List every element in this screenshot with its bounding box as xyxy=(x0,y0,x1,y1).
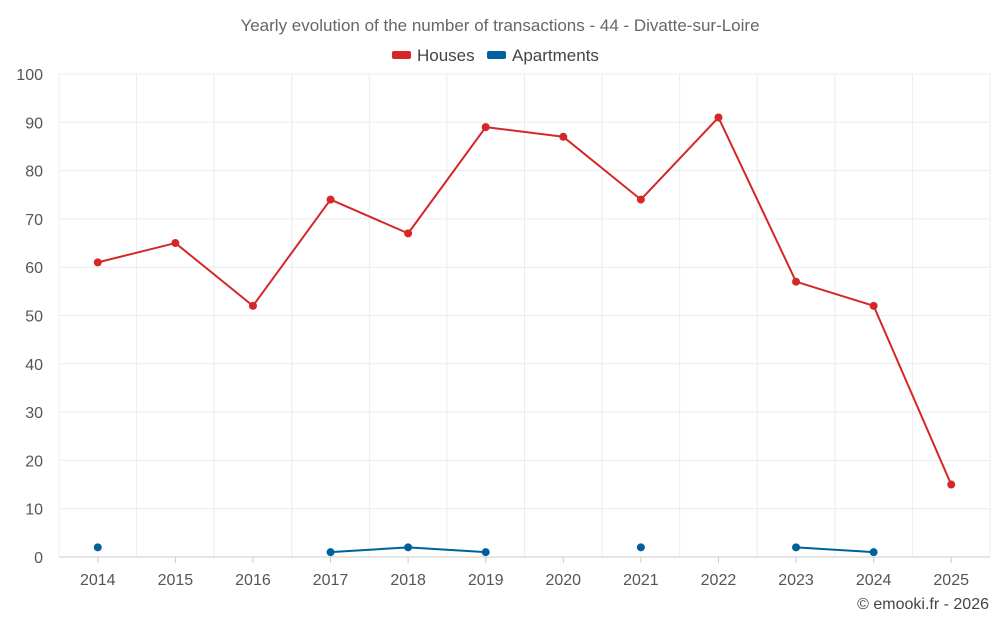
x-axis-ticks: 2014 2015 2016 2017 2018 2019 2020 2021 2022 2023… xyxy=(80,557,969,589)
series-houses xyxy=(93,113,956,489)
data-point[interactable] xyxy=(947,480,956,489)
chart-title: Yearly evolution of the number of transa… xyxy=(240,16,759,35)
data-point[interactable] xyxy=(869,301,878,310)
data-point[interactable] xyxy=(559,132,568,141)
legend-label: Apartments xyxy=(512,46,599,65)
data-point[interactable] xyxy=(714,113,723,122)
data-point[interactable] xyxy=(792,277,801,286)
x-tick-label: 2017 xyxy=(313,572,349,589)
x-tick-label: 2022 xyxy=(701,572,737,589)
y-tick-label: 60 xyxy=(25,260,43,277)
x-tick-label: 2025 xyxy=(933,572,969,589)
data-point[interactable] xyxy=(636,195,645,204)
legend-label: Houses xyxy=(417,46,475,65)
data-point[interactable] xyxy=(93,258,102,267)
data-point[interactable] xyxy=(404,229,413,238)
legend-swatch xyxy=(487,51,506,59)
y-tick-label: 80 xyxy=(25,164,43,181)
y-tick-label: 10 xyxy=(25,502,43,519)
x-tick-label: 2014 xyxy=(80,572,116,589)
series-line xyxy=(795,546,874,554)
series-group xyxy=(93,113,956,557)
data-point[interactable] xyxy=(869,548,878,557)
data-point[interactable] xyxy=(248,301,257,310)
legend-item-apartments[interactable]: Apartments xyxy=(487,46,599,65)
legend-swatch xyxy=(392,51,411,59)
x-tick-label: 2019 xyxy=(468,572,504,589)
x-tick-label: 2024 xyxy=(856,572,892,589)
y-tick-label: 70 xyxy=(25,212,43,229)
gridlines xyxy=(58,73,991,558)
legend-item-houses[interactable]: Houses xyxy=(392,46,475,65)
series-line xyxy=(97,116,953,485)
x-tick-label: 2023 xyxy=(778,572,814,589)
x-tick-label: 2020 xyxy=(545,572,581,589)
y-tick-label: 0 xyxy=(34,550,43,567)
data-point[interactable] xyxy=(326,195,335,204)
x-tick-label: 2016 xyxy=(235,572,271,589)
data-point[interactable] xyxy=(171,239,180,248)
credit-text: © emooki.fr - 2026 xyxy=(857,596,989,613)
data-point[interactable] xyxy=(792,543,801,552)
y-tick-label: 100 xyxy=(16,67,43,84)
series-apartments xyxy=(93,543,878,557)
y-tick-label: 30 xyxy=(25,405,43,422)
data-point[interactable] xyxy=(481,548,490,557)
y-tick-label: 50 xyxy=(25,309,43,326)
legend: Houses Apartments xyxy=(392,46,599,65)
y-tick-label: 20 xyxy=(25,453,43,470)
data-point[interactable] xyxy=(326,548,335,557)
x-tick-label: 2015 xyxy=(158,572,194,589)
data-point[interactable] xyxy=(93,543,102,552)
y-tick-label: 90 xyxy=(25,115,43,132)
x-tick-label: 2021 xyxy=(623,572,659,589)
x-tick-label: 2018 xyxy=(390,572,426,589)
y-tick-label: 40 xyxy=(25,357,43,374)
y-axis-ticks: 0 10 20 30 40 50 60 70 80 90 100 xyxy=(16,67,43,567)
data-point[interactable] xyxy=(481,123,490,132)
data-point[interactable] xyxy=(636,543,645,552)
data-point[interactable] xyxy=(404,543,413,552)
